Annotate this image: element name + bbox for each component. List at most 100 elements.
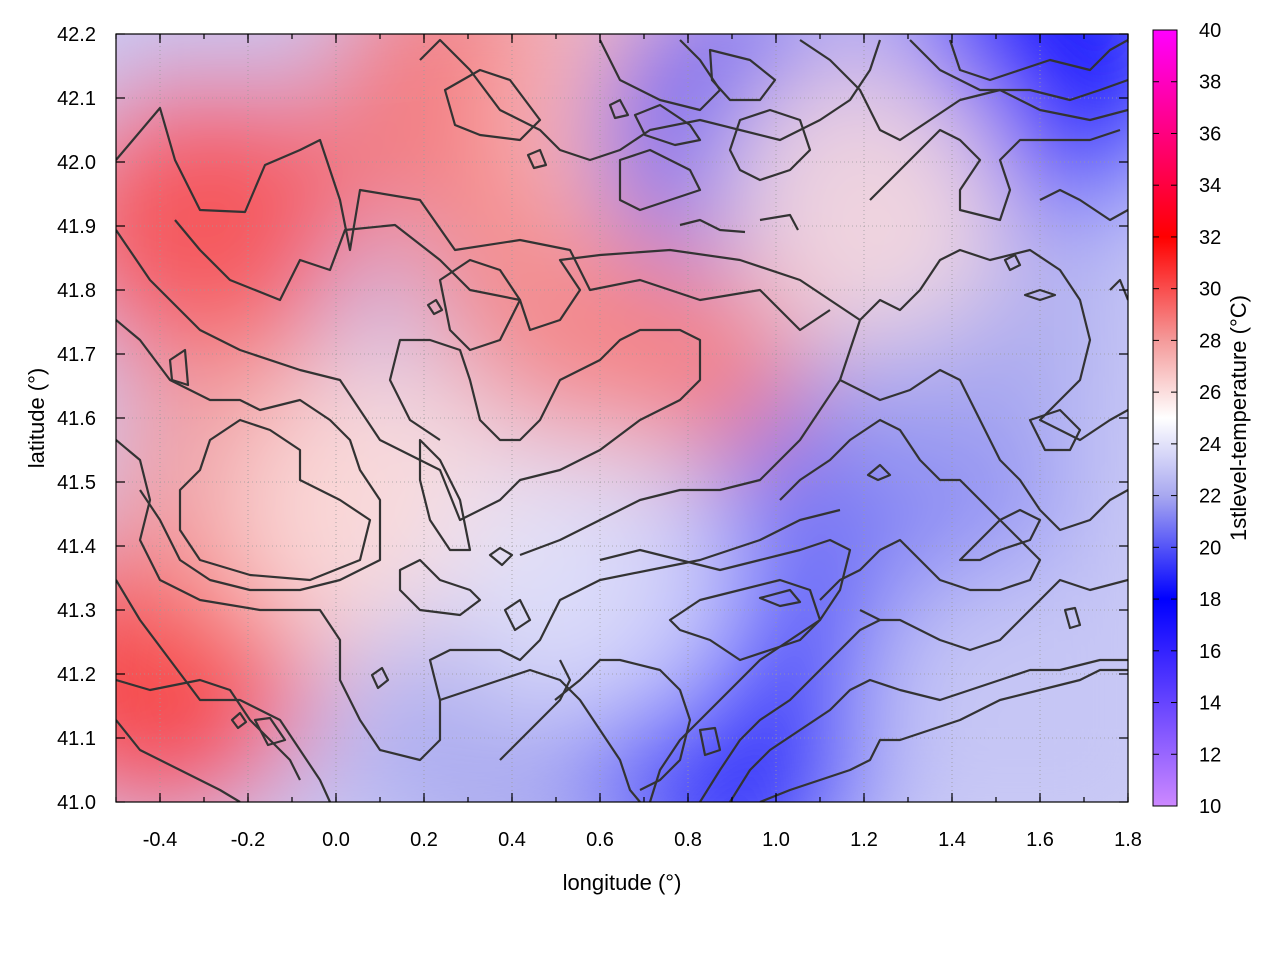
y-tick-label: 41.4 [57,536,96,558]
contour-line [708,48,777,102]
contour-line [439,668,641,802]
x-tick-label: -0.4 [143,829,177,851]
y-tick-label: 41.9 [57,216,96,238]
contour-line [759,668,1128,802]
contour-line [116,579,332,802]
contour-line [859,248,1128,442]
contour-line [116,719,241,802]
contour-line [554,658,692,791]
y-tick-label: 41.0 [57,792,96,814]
contour-lines [116,38,1128,802]
contour-line [869,128,1121,222]
contour-line [174,219,862,557]
contour-line [230,711,248,730]
x-tick-label: 0.2 [410,829,438,851]
contour-line [499,659,572,761]
x-axis-label: longitude (°) [563,870,682,895]
contour-line [668,578,822,662]
x-axis-tick-labels: -0.4 -0.2 0.0 0.2 0.4 0.6 0.8 1.0 1.2 1.4 1.6 1.8 [143,829,1142,851]
plot-area [115,33,1129,803]
contour-line [729,658,1128,802]
colorbar-tick-label: 32 [1199,227,1221,249]
colorbar-tick-label: 30 [1199,279,1221,301]
x-tick-label: -0.2 [231,829,265,851]
y-tick-label: 41.1 [57,728,96,750]
contour-line [866,463,892,482]
contour-line [418,438,472,552]
contour-line [178,418,372,582]
colorbar-tick-label: 12 [1199,744,1221,766]
contour-line [1023,288,1057,302]
contour-line [438,258,522,352]
colorbar-tick-label: 20 [1199,537,1221,559]
contour-line [608,98,630,120]
contour-line [488,546,514,567]
contour-line [168,348,190,387]
contour-line [426,298,444,316]
x-tick-label: 0.0 [322,829,350,851]
contour-line [728,108,812,182]
contour-line [948,39,1128,82]
contour-line [398,558,482,617]
x-tick-label: 1.2 [850,829,878,851]
contour-line [116,106,831,332]
x-tick-label: 1.0 [762,829,790,851]
contour-line [1063,606,1082,630]
colorbar-tick-label: 34 [1199,175,1221,197]
y-tick-label: 41.8 [57,280,96,302]
field-sample [846,556,1128,802]
contour-line [370,666,390,690]
x-tick-label: 0.4 [498,829,526,851]
colorbar-tick-label: 22 [1199,486,1221,508]
contour-line [599,39,722,112]
x-tick-label: 1.8 [1114,829,1142,851]
contour-line [1109,278,1128,301]
colorbar-tick-label: 24 [1199,434,1221,456]
y-tick-label: 41.2 [57,664,96,686]
y-axis-label: latitude (°) [24,368,49,469]
x-tick-label: 0.8 [674,829,702,851]
contour-line [503,598,532,632]
contour-line [758,588,802,608]
colorbar-tick-label: 28 [1199,330,1221,352]
contour-line [116,229,702,522]
contour-line [599,538,852,802]
contour-line [116,319,382,592]
colorbar-tick-label: 26 [1199,382,1221,404]
contour-line [443,68,542,142]
colorbar-tick-label: 18 [1199,589,1221,611]
colorbar-tick-label: 40 [1199,20,1221,42]
contour-line [859,578,1128,652]
tick-marks [115,33,1129,803]
colorbar-tick-label: 16 [1199,641,1221,663]
colorbar-gradient [1152,29,1178,807]
contour-line [759,213,799,231]
y-tick-label: 42.0 [57,152,96,174]
contour-line [699,619,881,802]
colorbar-tick-label: 36 [1199,123,1221,145]
contour-line [526,148,548,170]
x-tick-label: 1.6 [1026,829,1054,851]
colorbar-tick-label: 14 [1199,693,1221,715]
y-tick-label: 41.7 [57,344,96,366]
colorbar-tick-label: 38 [1199,72,1221,94]
y-tick-label: 42.2 [57,24,96,46]
contour-line [1039,188,1128,222]
y-tick-label: 41.6 [57,408,96,430]
contour-line [419,38,882,162]
y-tick-label: 41.5 [57,472,96,494]
contour-line [253,716,287,747]
contour-line [1003,253,1022,272]
y-tick-label: 42.1 [57,88,96,110]
field-sample [116,76,354,376]
contour-line [958,508,1042,562]
contour-line [618,148,702,212]
y-axis-tick-labels: 41.0 41.1 41.2 41.3 41.4 41.5 41.6 41.7 41.8 41.9… [57,24,96,814]
colorbar-label: 1stlevel-temperature (°C) [1226,295,1251,541]
contour-line [679,218,746,234]
x-tick-label: 1.4 [938,829,966,851]
colorbar: 10 12 14 16 18 20 22 24 26 28 30 32 34 36 38 40 1stleve… [1152,20,1251,818]
contour-line [116,439,841,762]
contour-line [698,726,722,757]
